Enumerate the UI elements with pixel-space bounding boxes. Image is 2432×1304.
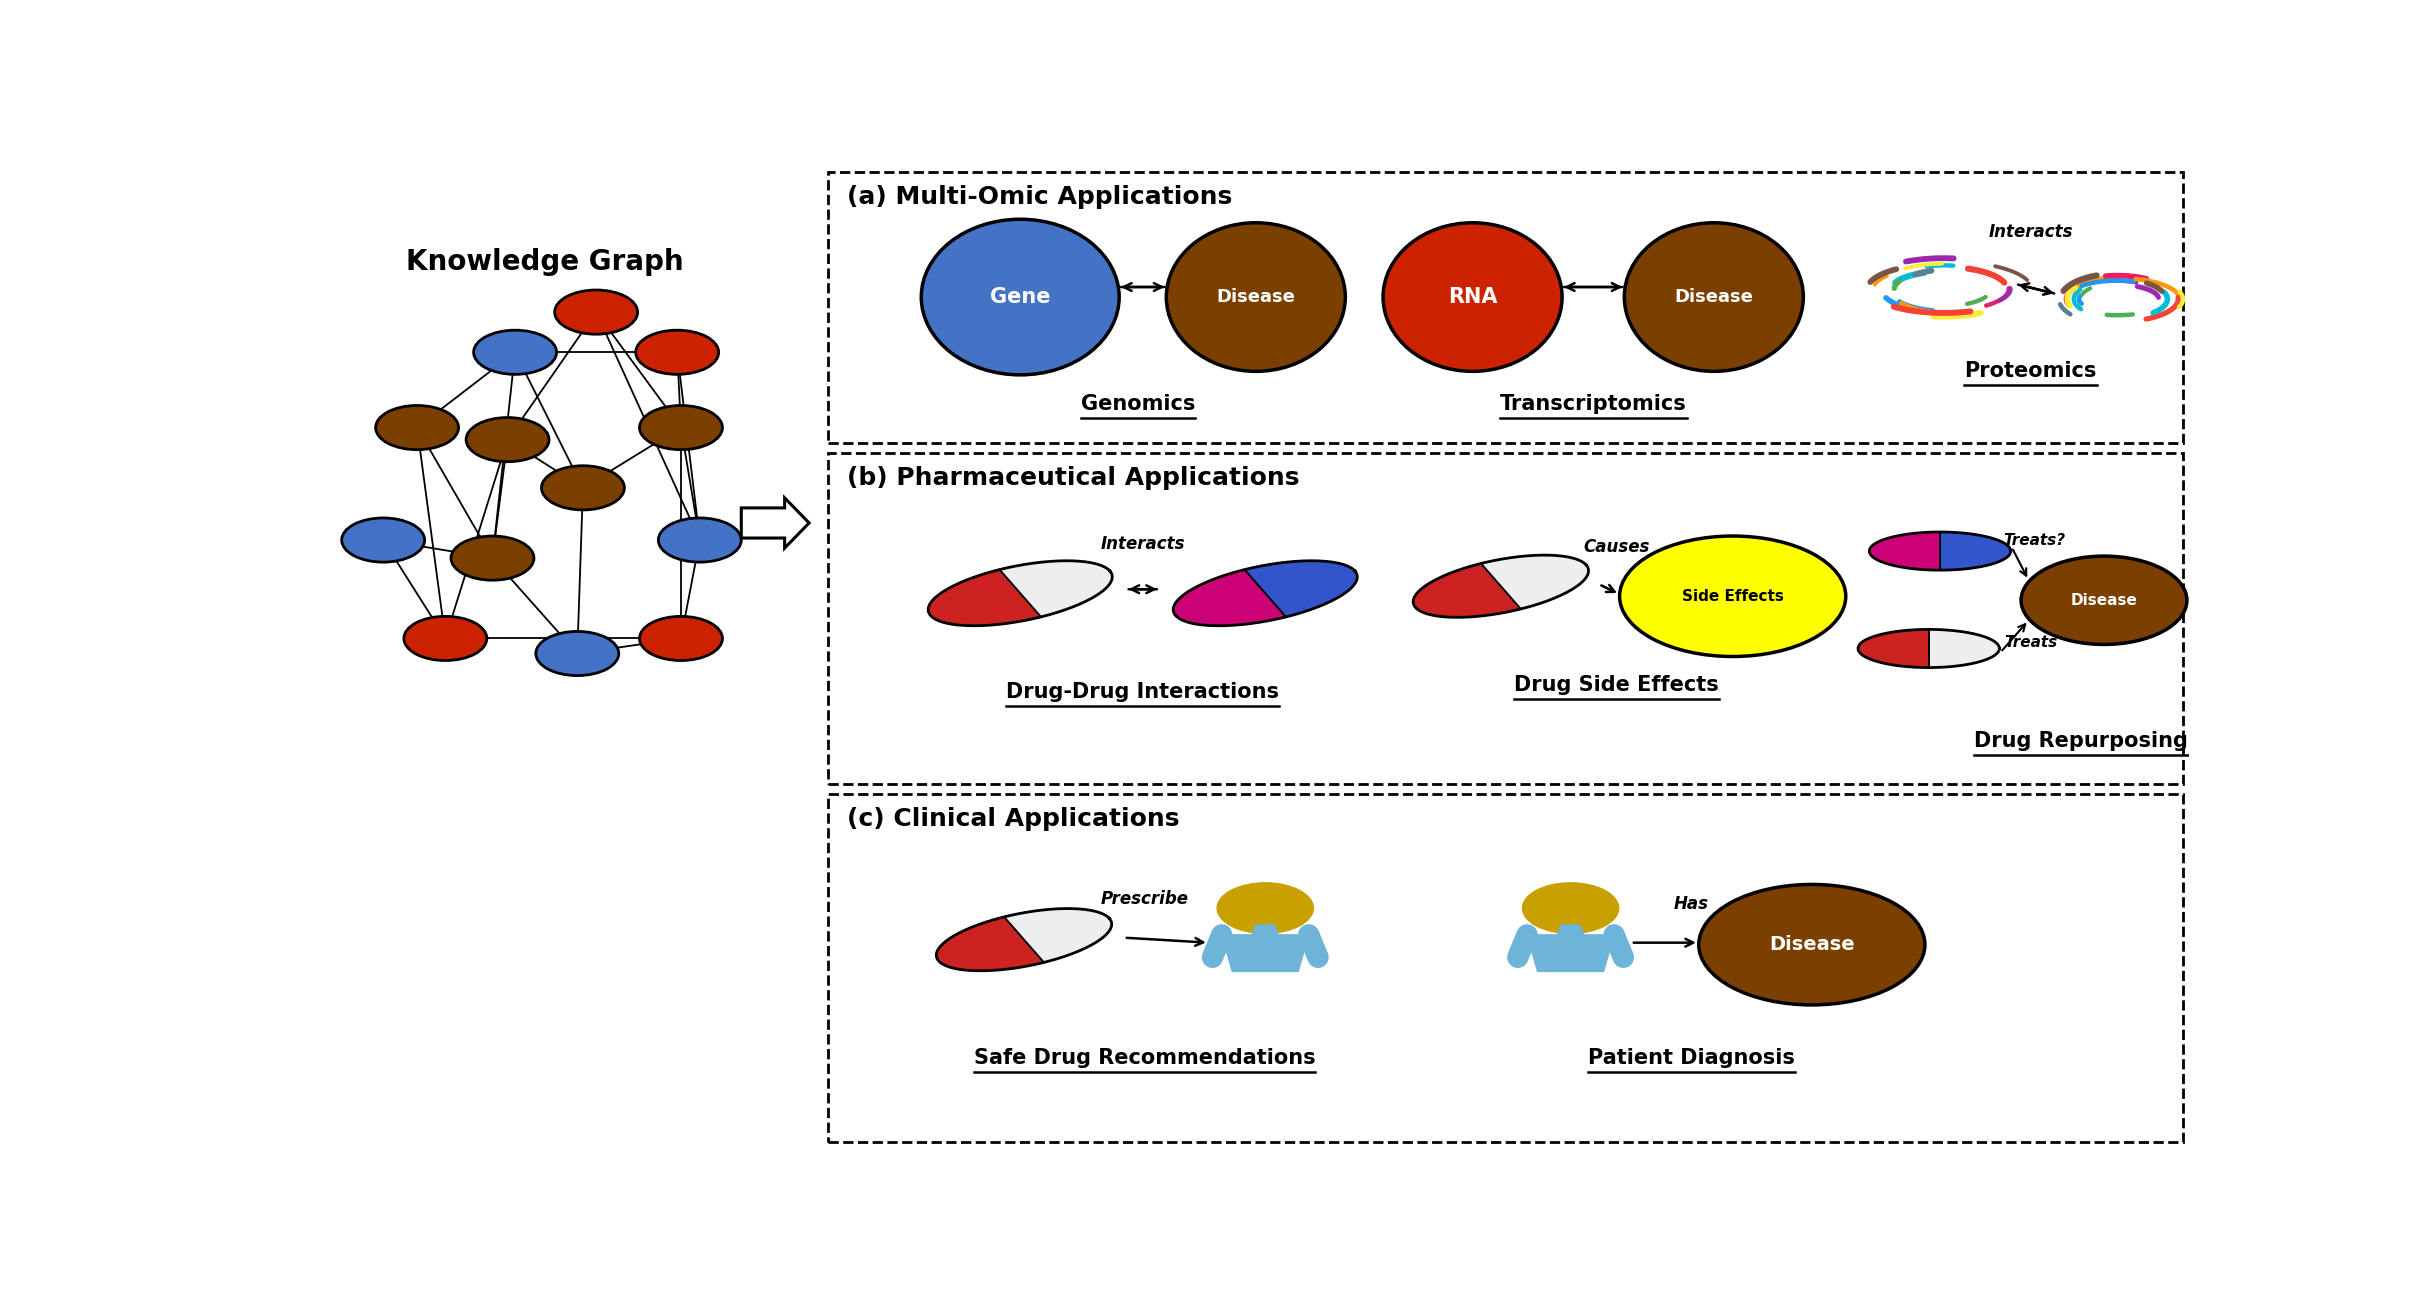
Circle shape xyxy=(404,617,486,661)
Circle shape xyxy=(1522,882,1620,934)
Text: Disease: Disease xyxy=(1216,288,1296,306)
Text: (a) Multi-Omic Applications: (a) Multi-Omic Applications xyxy=(846,185,1233,209)
Circle shape xyxy=(542,466,625,510)
Text: Has: Has xyxy=(1673,895,1710,913)
Text: Transcriptomics: Transcriptomics xyxy=(1501,394,1685,415)
Text: Proteomics: Proteomics xyxy=(1965,361,2096,381)
Polygon shape xyxy=(1004,909,1111,962)
Circle shape xyxy=(640,406,722,450)
Polygon shape xyxy=(1929,630,1999,668)
Polygon shape xyxy=(1527,935,1615,971)
Circle shape xyxy=(1216,882,1313,934)
Text: RNA: RNA xyxy=(1447,287,1498,306)
Circle shape xyxy=(450,536,535,580)
Circle shape xyxy=(535,631,618,675)
Text: Interacts: Interacts xyxy=(1102,535,1184,553)
Polygon shape xyxy=(929,570,1041,626)
Text: Disease: Disease xyxy=(1673,288,1753,306)
Text: Disease: Disease xyxy=(1768,935,1856,955)
Circle shape xyxy=(474,330,557,374)
Circle shape xyxy=(1698,884,1926,1005)
Text: Gene: Gene xyxy=(990,287,1051,306)
Ellipse shape xyxy=(1384,223,1561,372)
Text: Side Effects: Side Effects xyxy=(1683,589,1783,604)
Polygon shape xyxy=(936,917,1043,970)
Text: Patient Diagnosis: Patient Diagnosis xyxy=(1588,1048,1795,1068)
Text: (b) Pharmaceutical Applications: (b) Pharmaceutical Applications xyxy=(846,466,1299,490)
Circle shape xyxy=(467,417,550,462)
Polygon shape xyxy=(1413,563,1520,617)
Polygon shape xyxy=(742,498,810,548)
Circle shape xyxy=(659,518,742,562)
Polygon shape xyxy=(1252,925,1279,935)
Circle shape xyxy=(375,406,460,450)
Polygon shape xyxy=(1858,630,1929,668)
Circle shape xyxy=(554,289,637,334)
Text: (c) Clinical Applications: (c) Clinical Applications xyxy=(846,807,1180,831)
Text: Prescribe: Prescribe xyxy=(1102,889,1189,908)
Text: Drug Repurposing: Drug Repurposing xyxy=(1975,730,2189,751)
Text: Treats: Treats xyxy=(2004,635,2057,651)
Ellipse shape xyxy=(1167,223,1345,372)
Text: Genomics: Genomics xyxy=(1080,394,1194,415)
Text: Safe Drug Recommendations: Safe Drug Recommendations xyxy=(973,1048,1316,1068)
Polygon shape xyxy=(1481,556,1588,609)
Text: Disease: Disease xyxy=(2070,593,2138,608)
Text: Treats?: Treats? xyxy=(2004,533,2065,548)
Polygon shape xyxy=(1000,561,1111,617)
Circle shape xyxy=(640,617,722,661)
Text: Interacts: Interacts xyxy=(1989,223,2072,241)
Circle shape xyxy=(2021,556,2186,644)
Polygon shape xyxy=(1941,532,2011,570)
Polygon shape xyxy=(1556,925,1583,935)
Text: Drug-Drug Interactions: Drug-Drug Interactions xyxy=(1007,682,1279,702)
Polygon shape xyxy=(1172,570,1287,626)
Polygon shape xyxy=(1870,532,1941,570)
Ellipse shape xyxy=(922,219,1119,374)
Circle shape xyxy=(340,518,426,562)
Polygon shape xyxy=(1245,561,1357,617)
Circle shape xyxy=(1620,536,1846,656)
Ellipse shape xyxy=(1625,223,1805,372)
Circle shape xyxy=(635,330,720,374)
Text: Drug Side Effects: Drug Side Effects xyxy=(1515,674,1719,695)
Text: Causes: Causes xyxy=(1583,539,1649,556)
Text: Knowledge Graph: Knowledge Graph xyxy=(406,248,683,276)
Polygon shape xyxy=(1221,935,1308,971)
